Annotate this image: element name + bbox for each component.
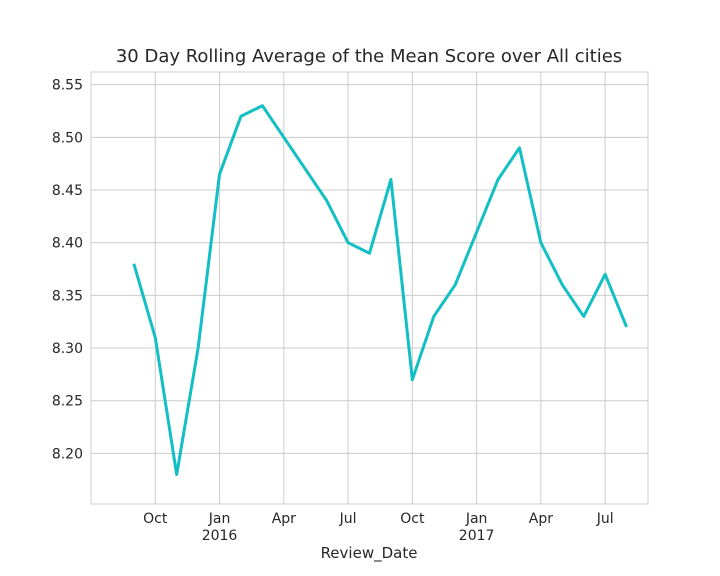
- x-tick-label: Jan 2016: [202, 511, 238, 544]
- chart-title: 30 Day Rolling Average of the Mean Score…: [116, 46, 622, 67]
- x-tick-label: Oct: [400, 511, 425, 527]
- y-tick-label: 8.45: [52, 183, 83, 199]
- plot-frame: [90, 71, 649, 505]
- x-tick-label: Jan 2017: [459, 511, 495, 544]
- y-tick-label: 8.25: [52, 394, 83, 410]
- x-tick-label: Jul: [596, 511, 614, 527]
- y-tick-label: 8.50: [52, 130, 83, 146]
- x-tick-label: Apr: [529, 511, 553, 527]
- x-tick-label: Jul: [339, 511, 357, 527]
- y-tick-label: 8.20: [52, 446, 83, 462]
- x-tick-label: Apr: [272, 511, 296, 527]
- y-tick-label: 8.55: [52, 78, 83, 94]
- data-line: [132, 104, 628, 476]
- y-tick-label: 8.35: [52, 288, 83, 304]
- y-tick-label: 8.40: [52, 236, 83, 252]
- y-tick-label: 8.30: [52, 341, 83, 357]
- x-tick-label: Oct: [143, 511, 168, 527]
- x-axis-title: Review_Date: [321, 544, 418, 563]
